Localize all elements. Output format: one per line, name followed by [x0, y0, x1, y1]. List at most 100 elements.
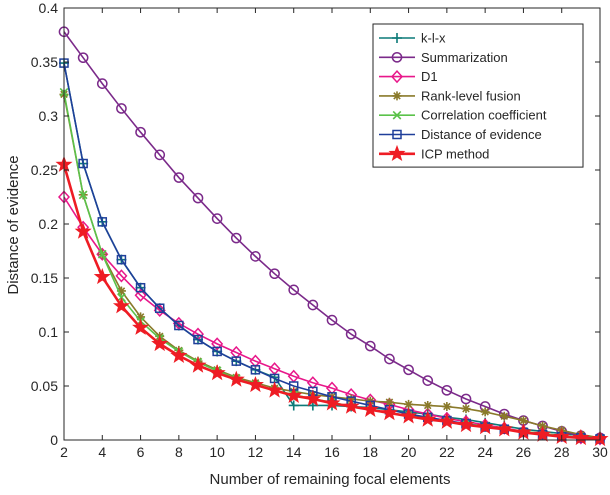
data-point: [404, 399, 414, 409]
legend-marker: [391, 51, 403, 63]
legend-label: Rank-level fusion: [421, 88, 521, 103]
data-point: [419, 410, 437, 427]
legend-marker: [388, 144, 406, 162]
legend-marker: [392, 91, 402, 101]
y-tick-label: 0.15: [31, 270, 58, 286]
data-point: [269, 268, 280, 280]
axes-layer: 2 4 6 8 10 12 14 16 18 20 22 24 26 28 3000.050.10.150.…: [31, 0, 608, 460]
x-axis-label: Number of remaining focal elements: [210, 471, 451, 488]
data-point: [250, 365, 261, 375]
data-point: [572, 428, 590, 446]
data-point: [173, 172, 185, 183]
y-tick-label: 0.35: [31, 54, 58, 70]
data-point: [154, 149, 166, 161]
legend-item: Correlation coefficient: [379, 108, 547, 123]
data-point: [250, 251, 261, 262]
data-point: [115, 269, 128, 283]
y-tick-label: 0.3: [39, 108, 59, 124]
data-point: [227, 370, 245, 387]
legend-label: k-l-x: [421, 31, 446, 46]
data-point: [246, 375, 264, 393]
data-point: [285, 386, 303, 403]
data-point: [306, 376, 319, 390]
data-point: [132, 318, 150, 335]
data-point: [96, 78, 108, 89]
data-point: [345, 328, 357, 340]
x-tick-label: 22: [439, 444, 455, 460]
legend-item: k-l-x: [379, 31, 446, 46]
data-point: [403, 364, 414, 376]
data-point: [438, 412, 456, 429]
data-point: [230, 345, 243, 360]
x-tick-label: 18: [362, 444, 378, 460]
x-tick-label: 12: [248, 444, 264, 460]
legend-marker: [390, 69, 404, 84]
y-tick-label: 0.05: [31, 378, 58, 394]
data-point: [364, 340, 376, 352]
data-point: [112, 297, 130, 314]
data-point: [384, 353, 395, 365]
legend-item: Summarization: [379, 50, 508, 65]
y-tick-label: 0.2: [39, 216, 59, 232]
legend-label: ICP method: [421, 146, 489, 161]
data-point: [116, 286, 126, 296]
data-point: [422, 375, 434, 386]
data-point: [384, 397, 394, 407]
legend-item: D1: [379, 69, 438, 84]
data-point: [518, 416, 528, 426]
x-tick-label: 24: [477, 444, 493, 460]
x-tick-label: 4: [98, 444, 106, 460]
x-tick-label: 28: [554, 444, 570, 460]
data-point: [134, 288, 147, 302]
data-point: [423, 400, 433, 410]
data-point: [96, 247, 109, 261]
data-point: [231, 356, 242, 366]
series-line: [63, 31, 601, 439]
data-point: [380, 404, 398, 421]
legend-label: D1: [421, 69, 438, 84]
data-point: [442, 402, 452, 412]
x-tick-label: 16: [324, 444, 340, 460]
x-tick-label: 14: [286, 444, 302, 460]
data-point: [460, 393, 472, 405]
data-point: [189, 356, 207, 373]
legend-label: Distance of evidence: [421, 127, 542, 142]
data-point: [74, 222, 92, 239]
x-tick-label: 10: [209, 444, 225, 460]
data-point: [116, 254, 127, 265]
data-point: [288, 284, 300, 296]
x-tick-label: 2: [60, 444, 68, 460]
data-point: [495, 420, 513, 437]
data-point: [288, 400, 299, 411]
data-point: [212, 346, 222, 357]
data-point: [476, 418, 494, 435]
data-point: [77, 52, 89, 64]
data-point: [326, 314, 338, 326]
data-point: [323, 394, 341, 411]
data-point: [208, 364, 226, 381]
data-point: [211, 337, 224, 351]
data-point: [499, 411, 509, 421]
data-point: [457, 415, 475, 433]
data-point: [135, 282, 146, 293]
data-point: [534, 425, 552, 442]
data-point: [342, 397, 360, 414]
x-tick-label: 26: [516, 444, 532, 460]
y-tick-label: 0.4: [39, 0, 59, 16]
data-point: [116, 103, 127, 114]
data-point: [441, 384, 453, 396]
data-point: [400, 407, 418, 424]
series-layer: [55, 26, 609, 447]
data-point: [192, 192, 204, 204]
data-point: [307, 299, 319, 311]
data-point: [78, 190, 88, 200]
legend-marker: [392, 129, 402, 140]
legend: k-l-x Summarization D1 Rank-level fusion Cor…: [372, 23, 584, 168]
data-point: [480, 407, 490, 417]
series-icp-method: [55, 155, 609, 447]
legend-marker: [392, 110, 402, 120]
data-point: [154, 303, 165, 313]
data-point: [361, 400, 379, 418]
x-tick-label: 6: [137, 444, 145, 460]
data-point: [97, 217, 108, 227]
